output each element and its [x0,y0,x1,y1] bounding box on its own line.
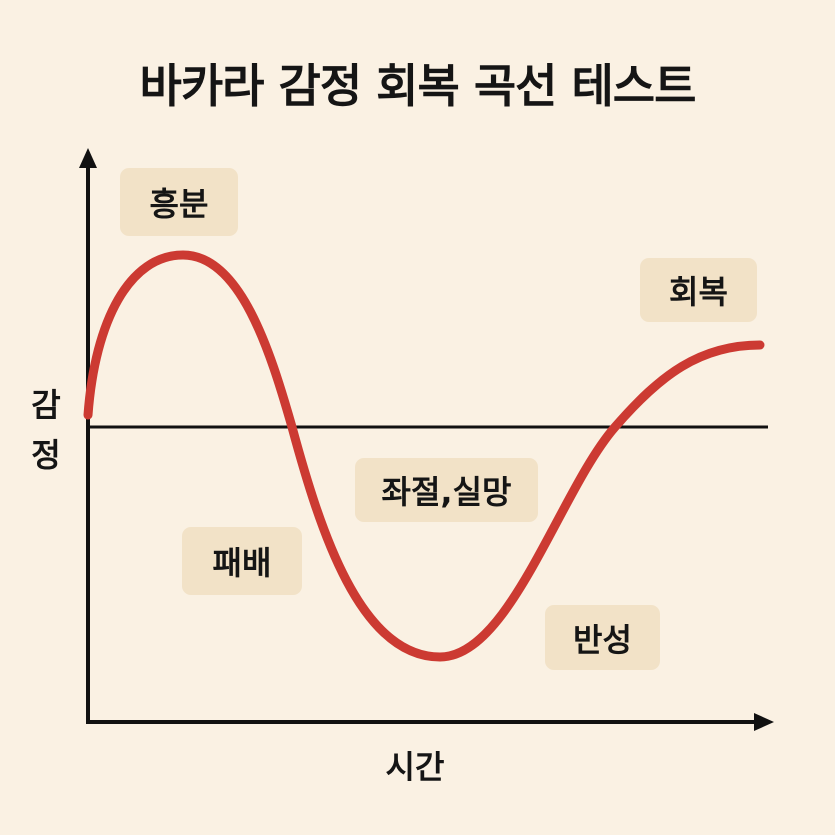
phase-label: 회복 [640,258,757,322]
title: 바카라 감정 회복 곡선 테스트 [139,59,697,113]
phase-label: 반성 [545,605,660,670]
x-axis-arrow [754,713,774,731]
x-axis-label: 시간 [385,748,445,786]
phase-label: 좌절,실망 [355,458,538,522]
phase-label: 패배 [182,527,302,595]
y-axis-label: 감정 [31,386,61,474]
phase-label: 흥분 [120,168,238,236]
y-axis-arrow [79,148,97,168]
emotion-curve [83,250,765,662]
